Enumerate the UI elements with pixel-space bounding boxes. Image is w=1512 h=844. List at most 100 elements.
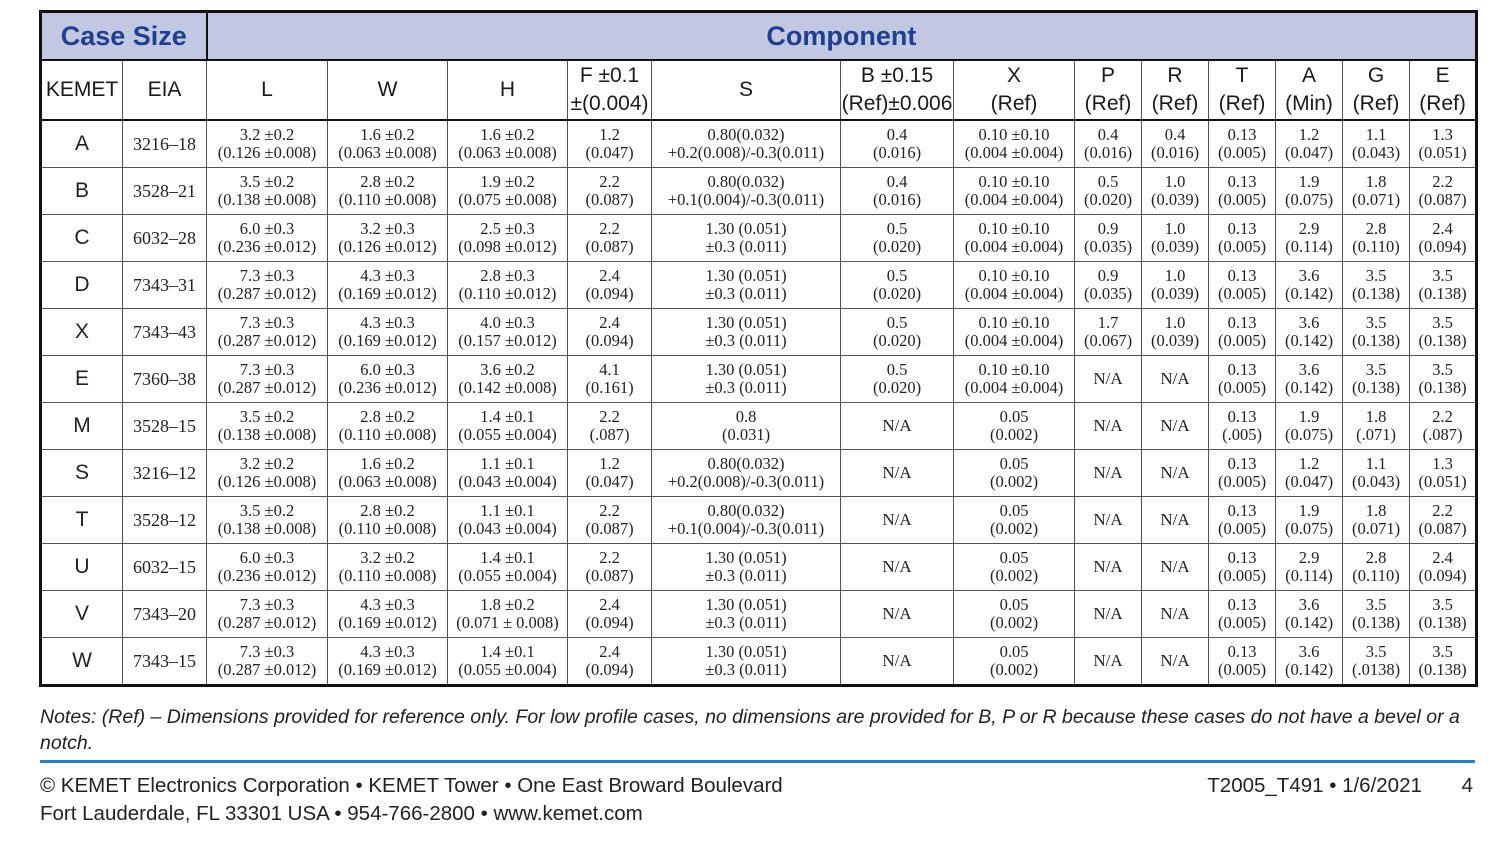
table-cell: 7.3 ±0.3 (0.287 ±0.012) [206, 590, 329, 638]
component-header: Component [206, 11, 1478, 61]
cell-value: 3.2 ±0.2 [239, 125, 295, 144]
cell-value-inches: (0.039) [1150, 331, 1200, 350]
cell-value-inches: (0.031) [721, 425, 771, 444]
table-cell: 7.3 ±0.3 (0.287 ±0.012) [206, 355, 329, 403]
cell-value: 7343–43 [133, 322, 196, 342]
table-cell: 4.1 (0.161) [567, 355, 653, 403]
table-cell: 3.5 ±0.2 (0.138 ±0.008) [206, 167, 329, 215]
cell-value-inches: (0.138) [1351, 331, 1401, 350]
table-cell: 2.2 (.087) [567, 402, 653, 450]
table-cell: 0.13 (.005) [1208, 402, 1277, 450]
cell-value: 0.5 [1097, 172, 1119, 191]
cell-value-inches: (0.236 ±0.012) [217, 566, 317, 585]
table-cell: 6032–28 [121, 214, 208, 262]
cell-value: 7.3 ±0.3 [239, 266, 295, 285]
cell-value-inches: (0.016) [1150, 143, 1200, 162]
cell-value: 1.30 (0.051) [705, 219, 787, 238]
table-cell: 1.9 (0.075) [1275, 167, 1344, 215]
column-header-sublabel: (Ref) [1419, 92, 1466, 115]
cell-value: 0.13 [1227, 360, 1257, 379]
cell-value: 2.4 [599, 266, 620, 285]
table-cell: 3.5 (0.138) [1342, 355, 1411, 403]
cell-value-inches: (0.087) [1418, 519, 1467, 538]
table-cell: 1.0 (0.039) [1141, 261, 1210, 309]
cell-value: 1.0 [1164, 172, 1186, 191]
table-cell: T [40, 496, 123, 544]
table-cell: 7.3 ±0.3 (0.287 ±0.012) [206, 637, 329, 686]
table-cell: 1.0 (0.039) [1141, 167, 1210, 215]
table-row: V 7343–20 7.3 ±0.3 (0.287 ±0.012) 4.3 ±0.3 (0… [40, 590, 1478, 638]
cell-value-inches: (0.002) [989, 660, 1039, 679]
cell-value: 3.5 [1432, 595, 1453, 614]
cell-value-inches: (0.138) [1418, 378, 1467, 397]
column-header-sublabel: (Ref) [1218, 92, 1266, 115]
document-id: T2005_T491 • 1/6/2021 [1207, 774, 1422, 797]
cell-value: N/A [882, 510, 912, 529]
cell-value-inches: (0.142) [1284, 613, 1334, 632]
footer-divider [40, 760, 1475, 763]
cell-value: 1.30 (0.051) [705, 642, 787, 661]
table-cell: 0.5 (0.020) [840, 261, 955, 309]
table-cell: 3.6 (0.142) [1275, 637, 1344, 686]
cell-value-inches: (.087) [1422, 425, 1463, 444]
table-cell: 1.30 (0.051) ±0.3 (0.011) [651, 543, 842, 591]
cell-value-inches: (0.047) [585, 143, 634, 162]
cell-value-inches: (0.005) [1217, 284, 1267, 303]
table-cell: 0.5 (0.020) [1074, 167, 1143, 215]
cell-value-inches: (0.142) [1284, 378, 1334, 397]
cell-value: 3.2 ±0.3 [360, 219, 415, 238]
table-cell: 1.8 (0.071) [1342, 167, 1411, 215]
cell-value: 2.2 [599, 407, 620, 426]
table-cell: 0.10 ±0.10 (0.004 ±0.004) [953, 261, 1076, 309]
table-cell: 1.30 (0.051) ±0.3 (0.011) [651, 355, 842, 403]
column-header-label: S [739, 78, 754, 101]
table-cell: 0.13 (0.005) [1208, 496, 1277, 544]
cell-value-inches: (0.087) [585, 519, 634, 538]
column-header: S [651, 59, 842, 121]
table-cell: 1.3 (0.051) [1409, 449, 1478, 497]
cell-value: 2.8 [1365, 219, 1387, 238]
cell-value-inches: (0.071) [1351, 519, 1401, 538]
table-cell: 1.9 (0.075) [1275, 496, 1344, 544]
cell-value-inches: (0.075 ±0.008) [458, 190, 557, 209]
table-cell: E [40, 355, 123, 403]
table-cell: 0.4 (0.016) [840, 119, 955, 168]
cell-value: 2.2 [599, 219, 620, 238]
cell-value-inches: (0.126 ±0.008) [217, 472, 317, 491]
cell-value-inches: (0.169 ±0.012) [338, 613, 437, 632]
cell-value-inches: (0.126 ±0.012) [338, 237, 437, 256]
table-cell: 2.4 (0.094) [567, 637, 653, 686]
cell-value-inches: (0.005) [1217, 378, 1267, 397]
table-cell: N/A [1141, 402, 1210, 450]
table-cell: 4.0 ±0.3 (0.157 ±0.012) [447, 308, 569, 356]
cell-value: N/A [1160, 604, 1190, 623]
cell-value: 7.3 ±0.3 [239, 642, 295, 661]
cell-value: N/A [1093, 510, 1123, 529]
table-cell: 3528–12 [121, 496, 208, 544]
cell-value: 2.2 [599, 501, 620, 520]
table-cell: N/A [1074, 590, 1143, 638]
table-cell: 2.5 ±0.3 (0.098 ±0.012) [447, 214, 569, 262]
table-cell: 4.3 ±0.3 (0.169 ±0.012) [327, 637, 449, 686]
table-row: W 7343–15 7.3 ±0.3 (0.287 ±0.012) 4.3 ±0.3 (0… [40, 637, 1478, 686]
cell-value: 1.30 (0.051) [705, 360, 787, 379]
cell-value: A [74, 132, 89, 155]
table-cell: N/A [840, 543, 955, 591]
table-row: U 6032–15 6.0 ±0.3 (0.236 ±0.012) 3.2 ±0.2 (0… [40, 543, 1478, 591]
column-header-label: B ±0.15 [860, 64, 934, 87]
cell-value: 1.6 ±0.2 [360, 125, 415, 144]
cell-value: 2.8 ±0.3 [480, 266, 535, 285]
column-header-row: KEMET EIA L W H F ±0.1 ±(0.004) S B ±0.15 (Ref)±0… [40, 59, 1478, 121]
cell-value: 0.80(0.032) [707, 501, 785, 520]
cell-value-inches: ±0.3 (0.011) [705, 237, 787, 256]
cell-value: 2.9 [1298, 548, 1320, 567]
cell-value: N/A [1160, 651, 1190, 670]
cell-value-inches: (0.005) [1217, 190, 1267, 209]
table-cell: 1.3 (0.051) [1409, 119, 1478, 168]
table-cell: 7343–31 [121, 261, 208, 309]
cell-value: 1.9 [1298, 501, 1320, 520]
table-cell: 3.5 ±0.2 (0.138 ±0.008) [206, 402, 329, 450]
table-cell: X [40, 308, 123, 356]
table-cell: 1.30 (0.051) ±0.3 (0.011) [651, 214, 842, 262]
cell-value: 0.5 [886, 360, 908, 379]
